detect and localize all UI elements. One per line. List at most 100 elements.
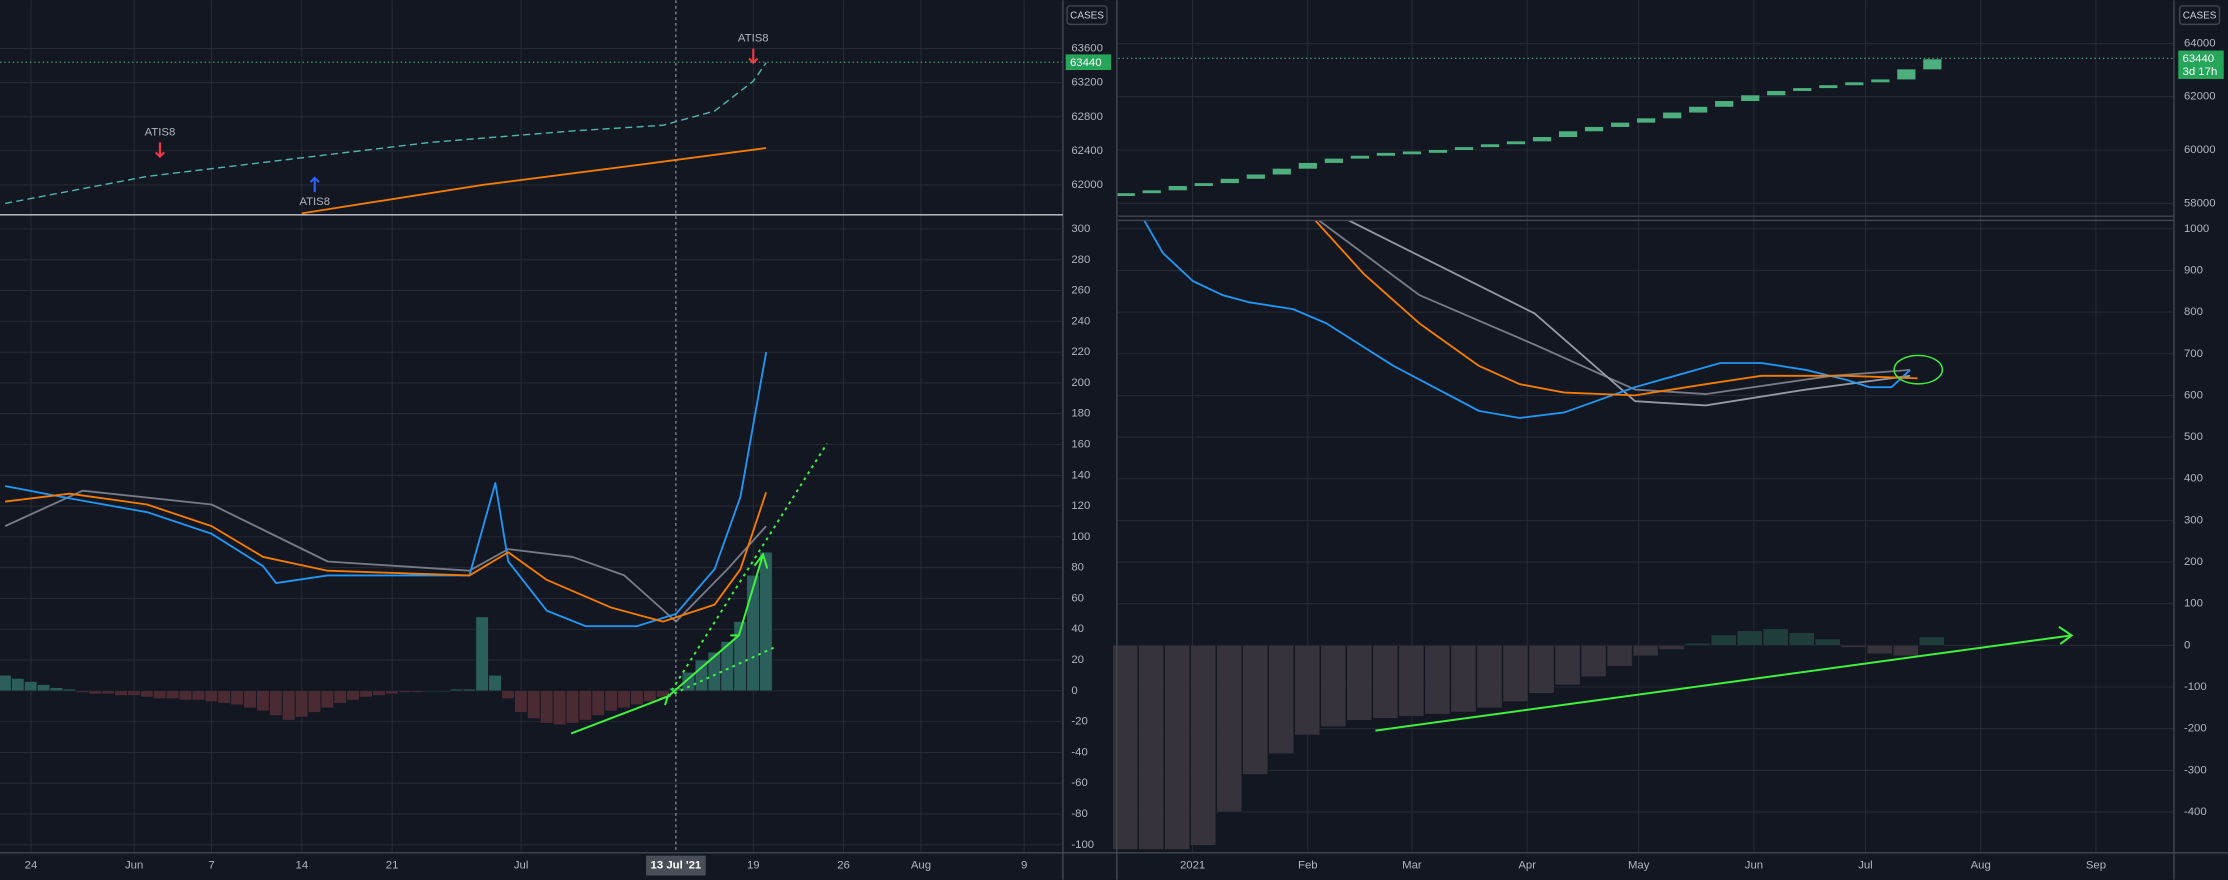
y-tick-label: 62400 — [1071, 145, 1103, 157]
histogram-bar — [462, 689, 476, 692]
candle — [1584, 126, 1604, 132]
candle — [1428, 149, 1448, 153]
candle — [1793, 88, 1812, 91]
y-tick-label: 140 — [1071, 469, 1090, 481]
candle — [1194, 183, 1213, 186]
histogram-bar — [746, 575, 760, 692]
histogram-bar — [1632, 645, 1659, 656]
y-tick-label: 120 — [1071, 500, 1090, 512]
histogram-bar — [1450, 645, 1477, 713]
y-tick-label: 64000 — [2184, 37, 2216, 49]
histogram-bar — [1268, 645, 1295, 754]
candle — [1298, 162, 1317, 169]
label-layer: 62000 62400 62800 63200 63600 CASES ATIS8 ATIS8… — [25, 5, 2224, 876]
y-tick-label: 600 — [2184, 389, 2203, 401]
candle — [1819, 85, 1838, 89]
y-tick-label: 62000 — [2184, 91, 2216, 103]
x-tick-label: 26 — [837, 860, 850, 872]
candle — [1272, 168, 1291, 175]
series-line — [301, 147, 767, 215]
candle — [1168, 185, 1187, 191]
annotation-arrow — [748, 48, 759, 65]
histogram-bar — [0, 675, 12, 692]
histogram-bar — [295, 690, 308, 718]
x-tick-label: 2021 — [1180, 860, 1205, 872]
y-tick-label: 100 — [1071, 531, 1090, 543]
histogram-bar — [1710, 634, 1737, 646]
histogram-bar — [1164, 645, 1190, 850]
histogram-bar — [591, 690, 605, 716]
histogram-bar — [230, 690, 244, 705]
y-tick-label: 260 — [1071, 285, 1090, 297]
x-tick-label: Jun — [1745, 860, 1763, 872]
histogram-bar — [140, 690, 154, 698]
histogram-bar — [501, 690, 515, 699]
histogram-bar — [1216, 645, 1242, 813]
countdown-label: 3d 17h — [2183, 66, 2218, 78]
histogram-bar — [24, 681, 38, 692]
y-tick-label: 180 — [1071, 408, 1090, 420]
y-tick-label: 60 — [1071, 592, 1084, 604]
histogram-bar — [166, 690, 179, 699]
axis-label: CASES — [1070, 10, 1104, 21]
candle — [1376, 152, 1396, 156]
histogram-bar — [1242, 645, 1268, 775]
candle — [1715, 101, 1734, 107]
annotation-text: ATIS8 — [299, 196, 330, 208]
histogram-bar — [488, 675, 502, 692]
histogram-bar — [449, 689, 463, 692]
histogram-bar — [1424, 645, 1451, 715]
histogram-bar — [1736, 630, 1763, 646]
histogram-bar — [75, 690, 89, 693]
candle — [1350, 155, 1370, 159]
candle — [1741, 95, 1760, 102]
y-tick-label: -100 — [1071, 839, 1094, 851]
y-tick-label: -80 — [1071, 808, 1087, 820]
y-tick-label: 63200 — [1071, 77, 1103, 89]
x-tick-label: 24 — [25, 860, 38, 872]
histogram-bar — [191, 690, 205, 701]
candle — [1324, 158, 1343, 163]
drawings — [570, 354, 2074, 735]
histogram-bar — [101, 690, 115, 695]
x-tick-label: Jun — [125, 860, 143, 872]
histogram-bar — [1580, 645, 1607, 677]
series-line — [4, 352, 768, 628]
x-tick-label: 21 — [386, 860, 399, 872]
y-tick-label: 200 — [2184, 556, 2203, 568]
histogram-bar — [695, 659, 708, 692]
histogram-bar — [553, 690, 566, 725]
histogram-bar — [1476, 645, 1503, 709]
x-tick-label: Feb — [1298, 860, 1318, 872]
y-tick-label: -100 — [2184, 681, 2207, 693]
histogram-bar — [11, 678, 25, 692]
axis-label-box — [1066, 5, 1108, 26]
histogram-bar — [1398, 645, 1425, 717]
histogram-bar — [359, 690, 373, 698]
histogram-bar — [566, 690, 579, 724]
histogram-bar — [643, 690, 657, 702]
y-tick-label: 900 — [2184, 264, 2203, 276]
candle — [1532, 137, 1552, 142]
histogram-bar — [1372, 645, 1399, 719]
arrow-head — [658, 694, 670, 706]
histogram-bar — [630, 690, 644, 705]
y-tick-label: -200 — [2184, 723, 2207, 735]
series-line — [1143, 220, 1911, 419]
crosshair-box — [646, 855, 706, 876]
histogram-bar — [1138, 645, 1164, 850]
x-tick-label: Mar — [1402, 860, 1422, 872]
grid-layer — [0, 0, 2175, 853]
histogram-bar — [346, 690, 360, 701]
y-tick-label: 0 — [1071, 685, 1077, 697]
histogram-bar — [282, 690, 296, 721]
highlight-ellipse — [1893, 354, 1944, 385]
y-tick-label: -300 — [2184, 764, 2207, 776]
histogram-bar — [179, 690, 192, 701]
candle — [1220, 178, 1239, 184]
y-tick-label: 40 — [1071, 623, 1084, 635]
annotation-text: ATIS8 — [738, 33, 769, 45]
candle — [1871, 79, 1890, 83]
